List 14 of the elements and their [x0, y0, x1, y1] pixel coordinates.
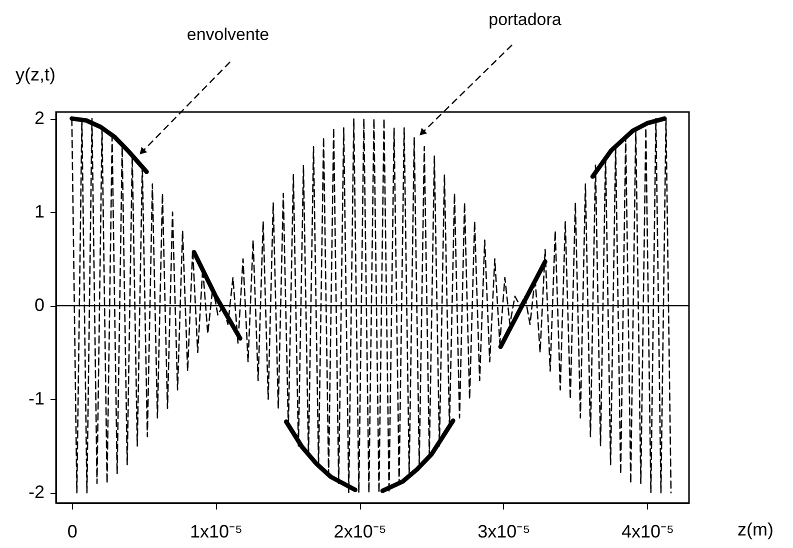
text: envolvente	[186, 25, 270, 44]
x-axis-title: z(m)	[738, 520, 774, 540]
y-axis-title: y(z,t)	[16, 64, 56, 84]
y-tick-label: -1	[28, 388, 44, 409]
y-tick-label: 2	[34, 108, 44, 128]
x-tick-label: 2x10⁻⁵	[334, 522, 386, 542]
x-tick-label: 3x10⁻⁵	[478, 522, 530, 542]
y-tick-label: 1	[34, 202, 44, 222]
x-tick-label: 4x10⁻⁵	[622, 522, 674, 542]
x-tick-label: 0	[67, 522, 78, 542]
text: portadora	[488, 10, 562, 29]
x-tick-label: 1x10⁻⁵	[190, 522, 242, 542]
y-tick-label: 0	[34, 295, 44, 316]
y-tick-label: -2	[28, 482, 44, 502]
